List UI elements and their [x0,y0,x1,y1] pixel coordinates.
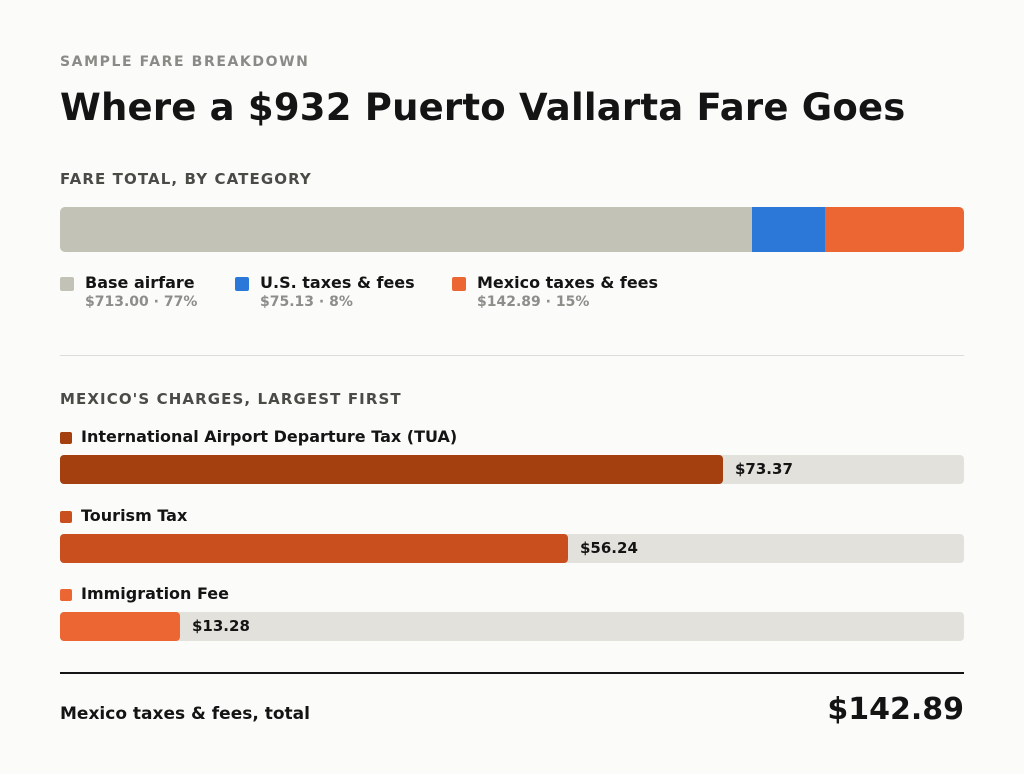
section-label-mexico-charges: MEXICO'S CHARGES, LARGEST FIRST [60,390,402,408]
legend-value: $713.00 · 77% [85,294,198,310]
bar-value-label: $56.24 [580,538,638,557]
legend-swatch [235,277,249,291]
legend-swatch [452,277,466,291]
bar-category-label: Immigration Fee [81,584,229,603]
page-title: Where a $932 Puerto Vallarta Fare Goes [60,86,906,129]
total-rule [60,672,964,674]
section-label-by-category: FARE TOTAL, BY CATEGORY [60,170,312,188]
stacked-fare-bar [60,207,964,252]
section-divider [60,355,964,356]
bar-category-label: International Airport Departure Tax (TUA… [81,427,458,446]
total-value: $142.89 [827,692,964,727]
bar-swatch [60,432,72,444]
legend-label: Base airfare [85,273,195,292]
legend-value: $75.13 · 8% [260,294,353,310]
bar-fill-tourism-tax [60,533,568,563]
bar-swatch [60,510,72,523]
legend-label: Mexico taxes & fees [477,273,659,292]
eyebrow-label: SAMPLE FARE BREAKDOWN [60,54,310,70]
stack-segment-mexico-taxes [825,207,964,252]
bar-swatch [60,589,72,601]
bar-category-label: Tourism Tax [81,505,188,525]
bar-track-immigration-fee: $13.28 [60,612,964,641]
total-label: Mexico taxes & fees, total [60,704,310,724]
stack-segment-base-airfare [60,207,753,252]
bar-value-label: $13.28 [192,617,250,635]
bar-fill-tua [60,455,723,484]
bar-track-tourism-tax: $56.24 [60,533,964,563]
legend-value: $142.89 · 15% [477,294,590,310]
bar-fill-immigration-fee [60,612,180,641]
bar-value-label: $73.37 [735,460,793,478]
stack-segment-us-taxes [752,207,826,252]
legend-swatch [60,277,74,291]
legend-label: U.S. taxes & fees [260,273,415,292]
bar-track-tua: $73.37 [60,455,964,484]
